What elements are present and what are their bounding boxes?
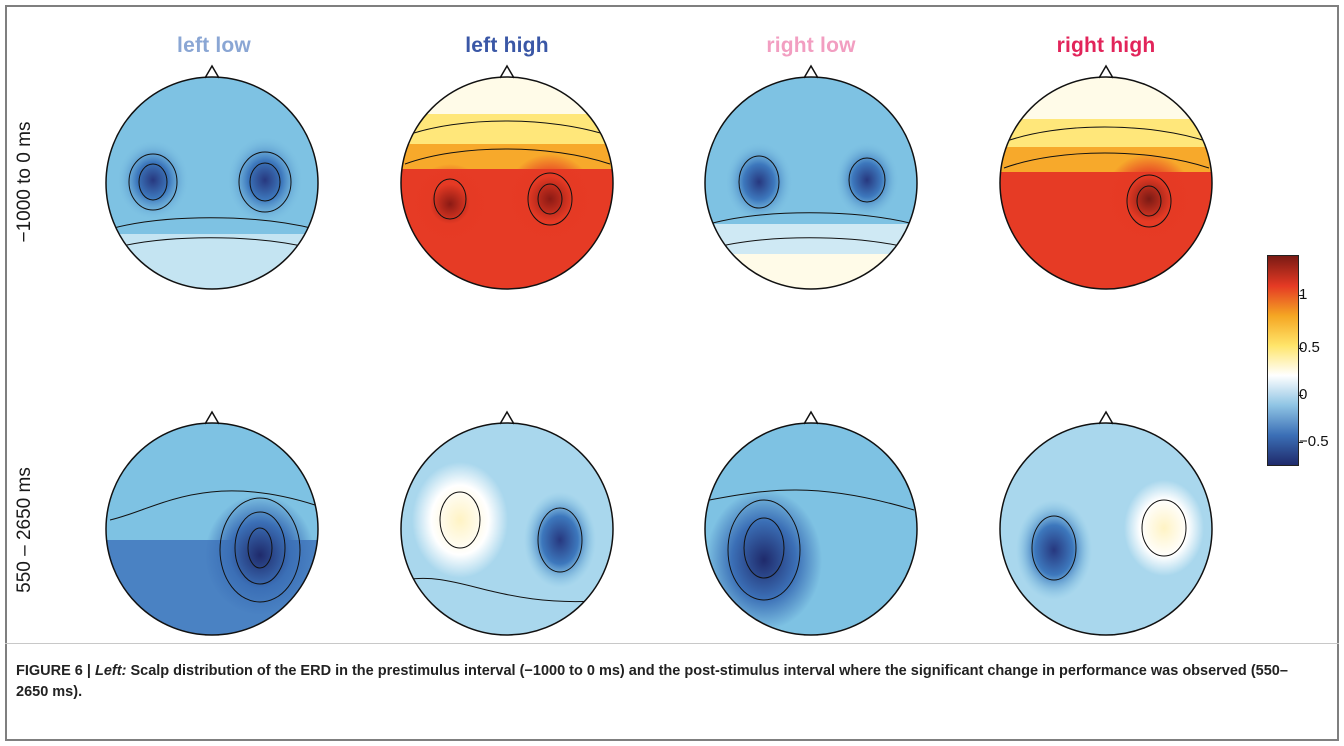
scalp-map-left-high-poststimulus — [400, 410, 614, 636]
scalp-map-left-high-prestimulus — [400, 64, 614, 290]
row-label-poststimulus: 550 – 2650 ms — [14, 467, 35, 593]
caption-text: Scalp distribution of the ERD in the pre… — [16, 663, 1288, 700]
scalp-map-right-high-prestimulus — [999, 64, 1213, 290]
caption-italic-label: Left: — [95, 663, 127, 679]
colorbar-tick-0 — [1298, 395, 1303, 396]
column-title-right-high: right high — [1056, 34, 1156, 57]
column-title-left-high: left high — [465, 34, 549, 57]
scalp-map-right-low-prestimulus — [704, 64, 918, 290]
row-label-prestimulus: −1000 to 0 ms — [14, 121, 35, 243]
scalp-map-left-low-prestimulus — [105, 64, 319, 290]
colorbar-label-0: 0 — [1299, 386, 1308, 403]
scalp-map-right-low-poststimulus — [704, 410, 918, 636]
scalp-map-left-low-poststimulus — [105, 410, 319, 636]
colorbar-label-0-5: 0.5 — [1299, 339, 1320, 356]
figure-caption: FIGURE 6 | Left: Scalp distribution of t… — [16, 661, 1316, 703]
colorbar-tick-0-5 — [1298, 348, 1303, 349]
colorbar-label-1: 1 — [1299, 286, 1308, 303]
column-title-right-low: right low — [766, 34, 856, 57]
colorbar-tick-neg-0-5 — [1298, 442, 1303, 443]
colorbar — [1267, 255, 1303, 466]
colorbar-gradient — [1267, 255, 1299, 466]
colorbar-tick-1 — [1298, 295, 1303, 296]
scalp-map-right-high-poststimulus — [999, 410, 1213, 636]
caption-prefix: FIGURE 6 | — [16, 663, 91, 679]
column-title-left-low: left low — [177, 34, 251, 57]
colorbar-label-neg-0-5: −0.5 — [1299, 433, 1329, 450]
caption-divider — [5, 643, 1339, 644]
